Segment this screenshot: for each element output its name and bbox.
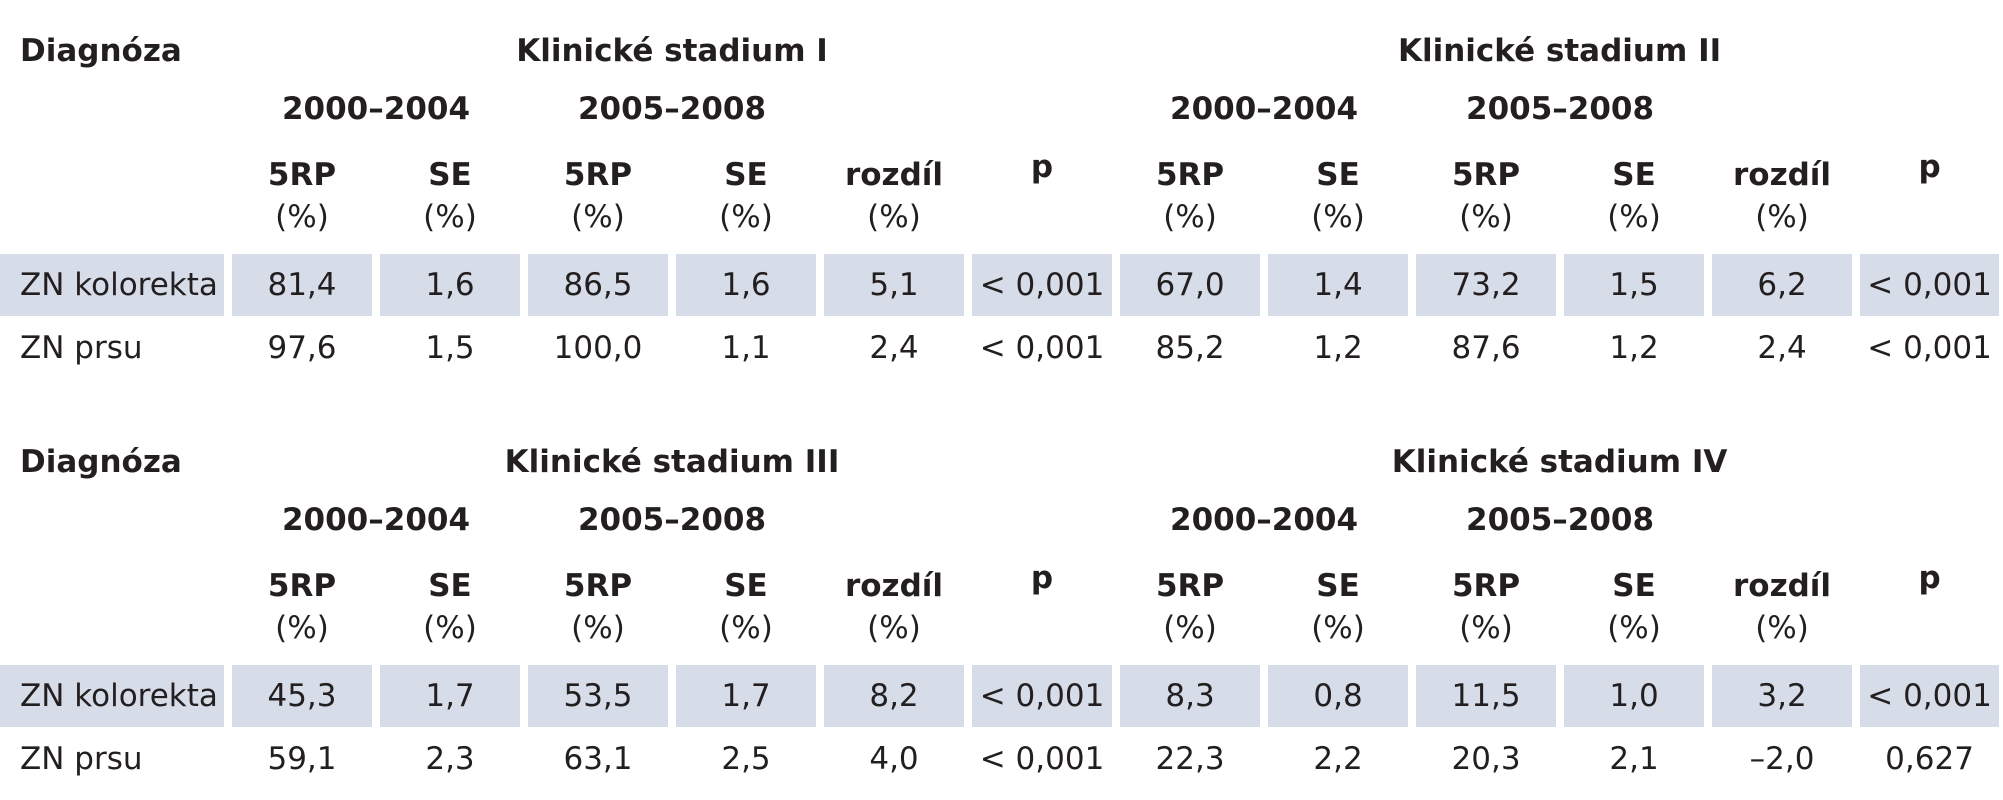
table-cell: 2,3 [425,741,475,777]
stage-header-left: Klinické stadium III [504,444,840,480]
table-stage-1-2: Diagnóza Klinické stadium I Klinické sta… [0,22,2003,380]
column-header-p: p [1030,149,1054,185]
table-cell: 2,1 [1609,741,1659,777]
column-header: 5RP (%) [1155,157,1225,235]
period-header: 2005–2008 [1466,502,1655,538]
row-label: ZN kolorekta [0,254,228,316]
table-cell: 11,5 [1412,665,1560,727]
table-cell: 1,6 [376,254,524,316]
table-cell: < 0,001 [968,665,1116,727]
table-stage-3-4: Diagnóza Klinické stadium III Klinické s… [0,433,2003,791]
column-header: SE (%) [1311,568,1365,646]
table-cell: 59,1 [267,741,337,777]
column-header: rozdíl (%) [1732,568,1832,646]
column-header: SE (%) [423,568,477,646]
table-cell: 73,2 [1412,254,1560,316]
table-cell: 86,5 [524,254,672,316]
table-cell: 8,3 [1116,665,1264,727]
column-header: SE (%) [1607,568,1661,646]
column-header: 5RP (%) [563,568,633,646]
period-header: 2005–2008 [577,91,767,127]
table-cell: 53,5 [524,665,672,727]
table-cell: 1,7 [376,665,524,727]
table-cell: –2,0 [1749,741,1815,777]
table-cell: 1,5 [1560,254,1708,316]
column-header: SE (%) [1607,157,1661,235]
column-header: 5RP (%) [267,157,337,235]
table-cell: 63,1 [563,741,633,777]
table-cell: < 0,001 [1856,665,2003,727]
table-cell: 22,3 [1155,741,1225,777]
table-cell: < 0,001 [1856,254,2003,316]
table-cell: 81,4 [228,254,376,316]
table-cell: < 0,001 [979,741,1105,777]
table-cell: 2,2 [1313,741,1363,777]
column-header: 5RP (%) [1451,157,1521,235]
stage-header-right: Klinické stadium IV [1391,444,1728,480]
table-cell: 1,1 [721,330,771,366]
diagnosis-header: Diagnóza [20,33,182,69]
table-cell: 45,3 [228,665,376,727]
column-header: rozdíl (%) [844,157,944,235]
table-cell: 20,3 [1451,741,1521,777]
table-row: ZN kolorekta 81,4 1,6 86,5 1,6 5,1 < 0,0… [0,254,2003,316]
table-cell: 87,6 [1451,330,1521,366]
table-cell: 100,0 [553,330,643,366]
column-header-p: p [1918,149,1941,185]
table-cell: 2,4 [869,330,919,366]
table-cell: 85,2 [1155,330,1225,366]
period-header: 2000–2004 [281,502,471,538]
row-label: ZN kolorekta [0,665,228,727]
column-header: 5RP (%) [1451,568,1521,646]
table-cell: < 0,001 [979,330,1105,366]
period-header: 2005–2008 [577,502,767,538]
table-cell: 1,7 [672,665,820,727]
table-cell: 4,0 [869,741,919,777]
column-header-p: p [1918,560,1941,596]
table-cell: 67,0 [1116,254,1264,316]
table-cell: 1,4 [1264,254,1412,316]
table-row: ZN kolorekta 45,3 1,7 53,5 1,7 8,2 < 0,0… [0,665,2003,727]
column-header: 5RP (%) [1155,568,1225,646]
table-cell: 97,6 [267,330,337,366]
column-header: SE (%) [423,157,477,235]
column-header: SE (%) [1311,157,1365,235]
row-label: ZN prsu [20,330,143,366]
column-header: 5RP (%) [563,157,633,235]
diagnosis-header: Diagnóza [20,444,182,480]
table-cell: 8,2 [820,665,968,727]
table-cell: 0,627 [1885,741,1974,777]
stage-header-left: Klinické stadium I [516,33,828,69]
table-cell: 5,1 [820,254,968,316]
table-cell: < 0,001 [1867,330,1992,366]
table-cell: 1,5 [425,330,475,366]
table-cell: 6,2 [1708,254,1856,316]
column-header: 5RP (%) [267,568,337,646]
column-header: SE (%) [719,157,773,235]
table-cell: 0,8 [1264,665,1412,727]
table-row: ZN prsu 97,6 1,5 100,0 1,1 2,4 < 0,001 8… [0,316,2003,380]
row-label: ZN prsu [20,741,143,777]
table-cell: < 0,001 [968,254,1116,316]
table-cell: 1,2 [1313,330,1363,366]
table-cell: 1,2 [1609,330,1659,366]
table-cell: 3,2 [1708,665,1856,727]
table-cell: 1,6 [672,254,820,316]
period-header: 2000–2004 [1170,502,1359,538]
period-header: 2000–2004 [1170,91,1359,127]
table-cell: 1,0 [1560,665,1708,727]
column-header-p: p [1030,560,1054,596]
table-row: ZN prsu 59,1 2,3 63,1 2,5 4,0 < 0,001 22… [0,727,2003,791]
period-header: 2005–2008 [1466,91,1655,127]
column-header: SE (%) [719,568,773,646]
table-cell: 2,4 [1757,330,1807,366]
column-header: rozdíl (%) [1732,157,1832,235]
period-header: 2000–2004 [281,91,471,127]
table-cell: 2,5 [721,741,771,777]
column-header: rozdíl (%) [844,568,944,646]
stage-header-right: Klinické stadium II [1397,33,1722,69]
